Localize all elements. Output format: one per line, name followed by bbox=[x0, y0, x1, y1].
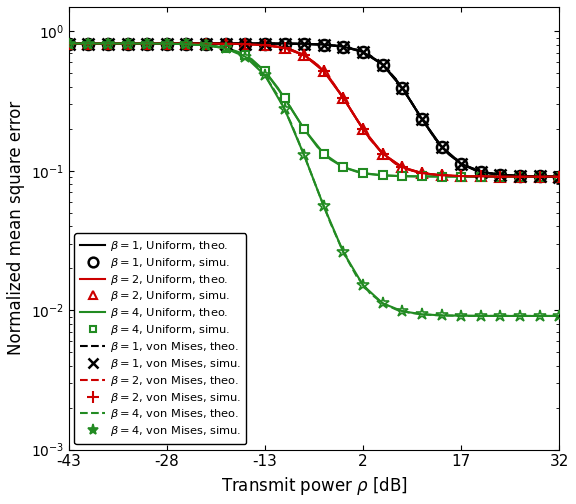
Legend: $\beta=1$, Uniform, theo., $\beta=1$, Uniform, simu., $\beta=2$, Uniform, theo.,: $\beta=1$, Uniform, theo., $\beta=1$, Un… bbox=[74, 233, 247, 444]
X-axis label: Transmit power $\rho$ [dB]: Transmit power $\rho$ [dB] bbox=[221, 475, 408, 497]
Y-axis label: Normalized mean square error: Normalized mean square error bbox=[7, 101, 25, 355]
